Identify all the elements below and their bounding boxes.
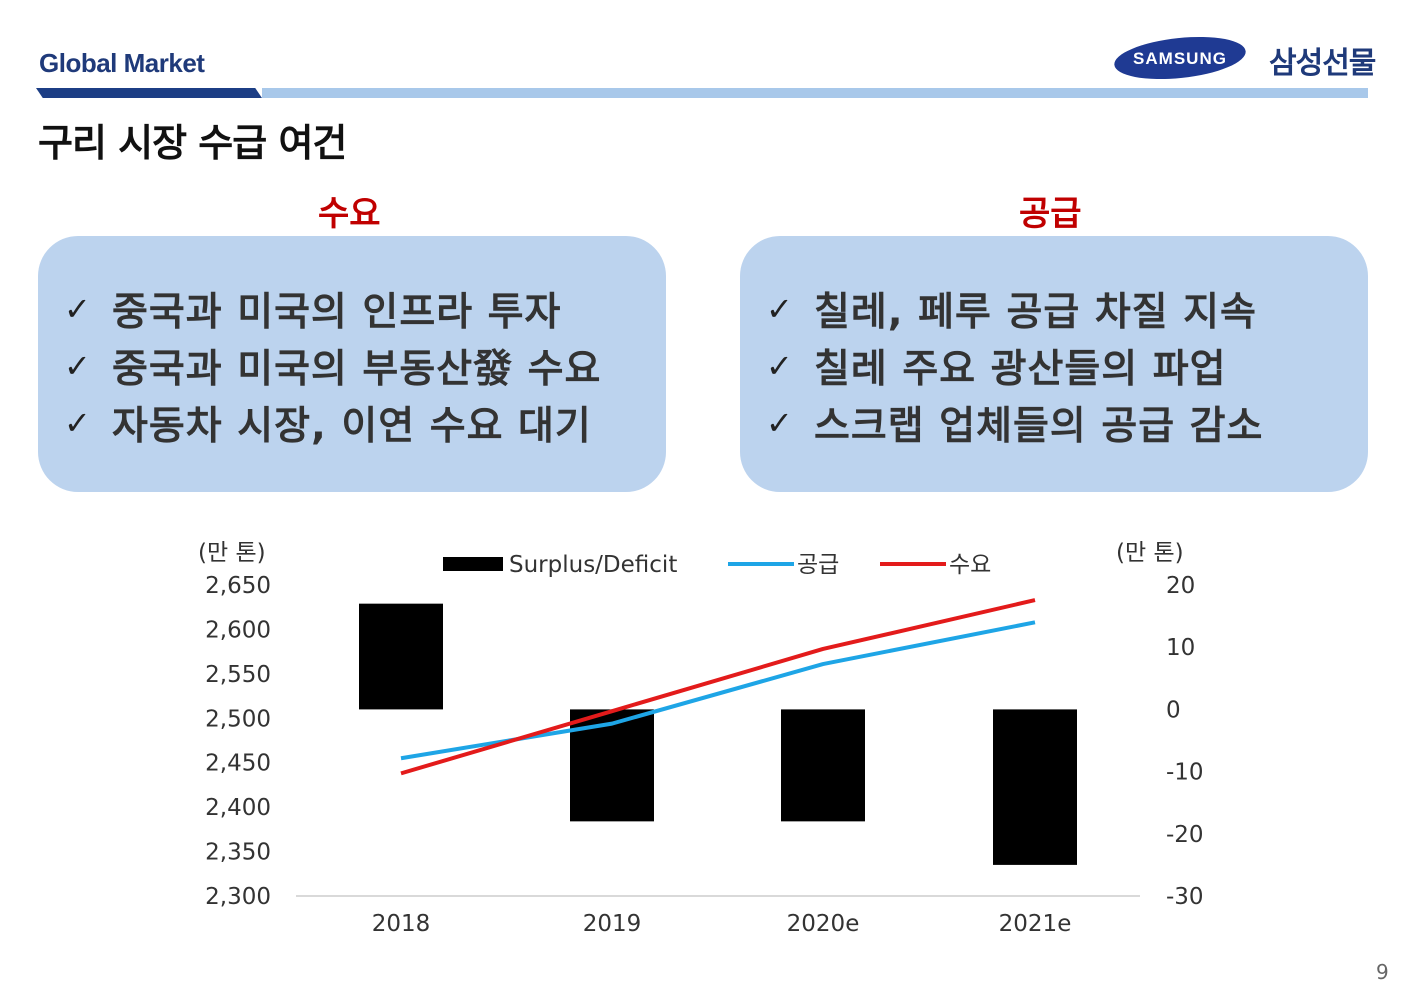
header-title: Global Market [39,48,205,78]
supply-box: ✓ 칠레, 페루 공급 차질 지속 ✓ 칠레 주요 광산들의 파업 ✓ 스크랩 업체들… [740,236,1368,492]
demand-item-text: 자동차 시장, 이연 수요 대기 [112,403,592,449]
supply-item: ✓ 칠레 주요 광산들의 파업 [766,337,1368,394]
right-tick-label: 10 [1166,635,1195,661]
x-tick-label: 2021e [999,911,1072,937]
supply-item-text: 스크랩 업체들의 공급 감소 [814,403,1264,449]
left-tick-label: 2,350 [205,840,271,866]
right-axis-label: (만 톤) [1116,540,1184,566]
surplus-deficit-bar [359,603,443,710]
check-icon: ✓ [766,289,794,328]
surplus-deficit-bar [993,709,1077,865]
check-icon: ✓ [766,403,794,442]
supply-item: ✓ 스크랩 업체들의 공급 감소 [766,394,1368,451]
page-title: 구리 시장 수급 여건 [38,121,347,165]
brand-name: 삼성선물 [1269,46,1376,81]
x-tick-label: 2019 [583,911,642,937]
demand-item: ✓ 중국과 미국의 인프라 투자 [64,280,666,337]
supply-item-text: 칠레 주요 광산들의 파업 [814,346,1227,392]
legend-swatch-bar [443,557,503,571]
page-number: 9 [1376,960,1389,984]
demand-item-text: 중국과 미국의 부동산發 수요 [112,346,602,392]
right-tick-label: 0 [1166,697,1181,723]
demand-heading: 수요 [318,194,381,234]
legend-label: 수요 [949,552,991,578]
surplus-deficit-bar [781,709,865,822]
right-tick-label: -10 [1166,760,1204,786]
series-line-demand [400,598,1036,776]
left-tick-label: 2,600 [205,617,271,643]
right-tick-label: -20 [1166,822,1204,848]
series-line-supply [400,620,1036,761]
x-tick-label: 2020e [787,911,860,937]
left-axis-label: (만 톤) [198,540,266,566]
header-accent-bar [36,88,262,98]
left-tick-label: 2,650 [205,573,271,599]
left-tick-label: 2,400 [205,795,271,821]
header-rule [262,88,1368,98]
supply-item-text: 칠레, 페루 공급 차질 지속 [814,289,1257,335]
check-icon: ✓ [766,346,794,385]
check-icon: ✓ [64,289,92,328]
right-tick-label: -30 [1166,884,1204,910]
left-tick-label: 2,500 [205,706,271,732]
check-icon: ✓ [64,346,92,385]
samsung-logo: SAMSUNG [1114,36,1246,80]
left-tick-label: 2,300 [205,884,271,910]
check-icon: ✓ [64,403,92,442]
demand-box: ✓ 중국과 미국의 인프라 투자 ✓ 중국과 미국의 부동산發 수요 ✓ 자동차 시장… [38,236,666,492]
surplus-deficit-bar [570,709,654,822]
right-tick-label: 20 [1166,573,1195,599]
demand-item: ✓ 중국과 미국의 부동산發 수요 [64,337,666,394]
left-tick-label: 2,550 [205,662,271,688]
left-tick-label: 2,450 [205,751,271,777]
demand-item-text: 중국과 미국의 인프라 투자 [112,289,562,335]
x-tick-label: 2018 [372,911,431,937]
supply-item: ✓ 칠레, 페루 공급 차질 지속 [766,280,1368,337]
samsung-logo-text: SAMSUNG [1133,49,1227,68]
supply-heading: 공급 [1019,194,1082,234]
demand-item: ✓ 자동차 시장, 이연 수요 대기 [64,394,666,451]
legend-label: 공급 [797,552,839,578]
legend-label: Surplus/Deficit [509,552,677,578]
